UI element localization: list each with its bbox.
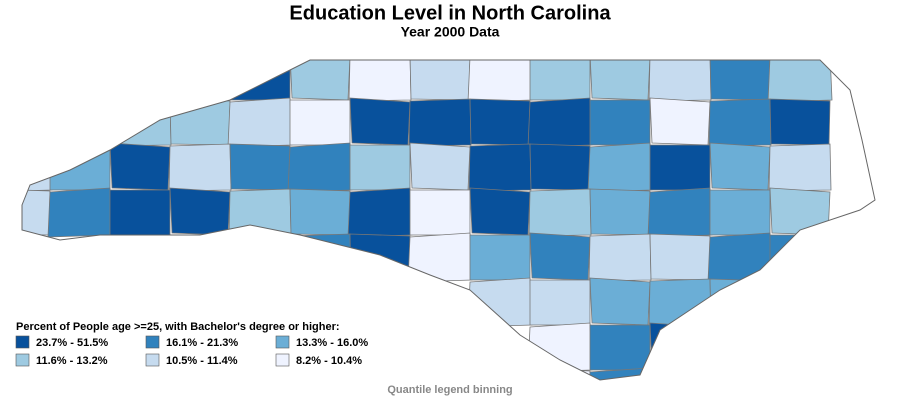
county (709, 189, 771, 236)
county (168, 143, 232, 192)
county (529, 368, 591, 380)
county (288, 233, 352, 282)
county (349, 233, 411, 281)
county (649, 322, 711, 371)
county (528, 188, 592, 237)
county (109, 142, 171, 191)
legend-label: 23.7% - 51.5% (36, 337, 108, 349)
county (709, 142, 771, 191)
county (527, 97, 593, 148)
county (709, 278, 771, 326)
legend-label: 10.5% - 11.4% (166, 355, 238, 367)
county (649, 233, 711, 281)
county (169, 98, 231, 146)
county (769, 187, 831, 236)
county (22, 142, 53, 193)
county (529, 232, 591, 281)
county (227, 97, 293, 148)
county (287, 142, 353, 193)
title: Education Level in North Carolina (289, 2, 611, 24)
county (588, 233, 652, 282)
county (708, 98, 772, 147)
county (529, 60, 591, 101)
county (769, 234, 831, 281)
legend-swatch (15, 353, 30, 367)
county (408, 98, 472, 147)
county (589, 188, 651, 236)
county (347, 187, 413, 238)
legend-label: 8.2% - 10.4% (296, 355, 362, 367)
legend-title: Percent of People age >=25, with Bachelo… (16, 321, 340, 333)
county (529, 143, 591, 191)
legend-swatch (145, 353, 160, 367)
county (648, 60, 712, 102)
county (289, 99, 351, 146)
county (647, 187, 713, 238)
subtitle: Year 2000 Data (401, 24, 500, 40)
county (409, 189, 471, 236)
county (768, 143, 832, 192)
legend-label: 13.3% - 16.0% (296, 337, 368, 349)
county (229, 60, 291, 101)
county (527, 322, 593, 373)
county (47, 187, 113, 238)
county (587, 367, 653, 380)
county (349, 144, 411, 191)
legend-swatch (15, 335, 30, 349)
legend-swatch (145, 335, 160, 349)
county (469, 187, 531, 236)
county (49, 144, 111, 191)
county (229, 143, 291, 191)
county (469, 234, 531, 281)
county (649, 97, 711, 146)
legend-label: 11.6% - 13.2% (36, 355, 108, 367)
county (767, 60, 833, 103)
county (589, 277, 651, 326)
county (169, 187, 231, 236)
county (409, 142, 471, 191)
county (468, 143, 532, 192)
county (349, 97, 411, 146)
county (589, 324, 651, 371)
legend: 23.7% - 51.5% 16.1% - 21.3% 13.3% - 16.0% 1… (15, 335, 368, 367)
county (22, 188, 51, 236)
county (108, 98, 172, 147)
legend-swatch (275, 353, 290, 367)
county (587, 142, 653, 193)
county (649, 144, 711, 191)
county (109, 189, 171, 236)
county (589, 99, 651, 146)
county (467, 277, 533, 328)
county (228, 188, 292, 237)
county (709, 60, 771, 101)
legend-swatch (275, 335, 290, 349)
county (409, 60, 471, 101)
county (289, 188, 351, 236)
footnote: Quantile legend binning (387, 384, 512, 396)
legend-label: 16.1% - 21.3% (166, 337, 238, 349)
county (707, 232, 773, 283)
county (407, 232, 473, 283)
state-outline (21, 59, 876, 381)
county (348, 60, 412, 102)
county (769, 98, 831, 146)
county (529, 279, 591, 326)
county-map (22, 60, 833, 380)
county (469, 98, 531, 146)
